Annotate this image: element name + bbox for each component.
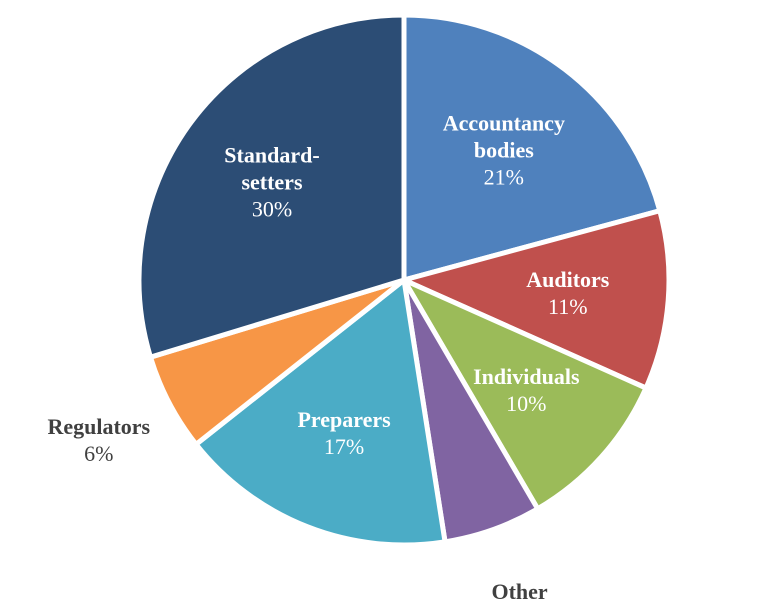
- value-label: 6%: [445, 605, 595, 608]
- pie-slice: [136, 12, 407, 361]
- value-label: 6%: [84, 440, 114, 466]
- category-label: Accountancy bodies: [442, 110, 565, 163]
- value-label: 17%: [323, 433, 365, 459]
- category-label: Regulators: [47, 413, 151, 439]
- pie-slice: [401, 12, 663, 284]
- category-label: Individuals: [473, 363, 580, 389]
- value-label: 11%: [548, 293, 588, 319]
- slice-label: Individuals 10%: [451, 363, 601, 417]
- slice-label: Preparers 17%: [269, 406, 419, 460]
- slice-label: Accountancy bodies 21%: [429, 109, 579, 190]
- slice-label: Regulators 6%: [24, 413, 174, 467]
- slice-label: Standard-setters 30%: [197, 142, 347, 223]
- category-label: Other: [491, 578, 548, 604]
- value-label: 10%: [506, 390, 547, 416]
- slice-label: Other6%: [445, 578, 595, 608]
- value-label: 30%: [251, 196, 293, 222]
- pie-slice: [396, 207, 672, 392]
- pie-slice: [397, 274, 650, 513]
- category-label: Auditors: [526, 266, 610, 292]
- value-label: 21%: [483, 164, 524, 190]
- category-label: Preparers: [297, 406, 391, 432]
- pie-slice: [192, 275, 448, 548]
- slice-label: Auditors 11%: [493, 266, 643, 320]
- category-label: Standard-setters: [224, 142, 320, 195]
